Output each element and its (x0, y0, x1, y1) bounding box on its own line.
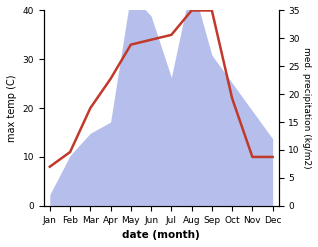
Y-axis label: med. precipitation (kg/m2): med. precipitation (kg/m2) (302, 47, 311, 169)
X-axis label: date (month): date (month) (122, 230, 200, 240)
Y-axis label: max temp (C): max temp (C) (7, 74, 17, 142)
